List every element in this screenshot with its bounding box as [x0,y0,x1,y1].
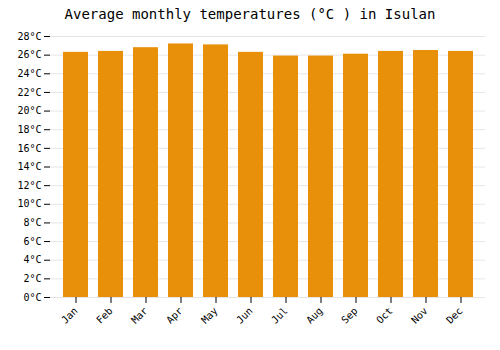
svg-text:Apr: Apr [164,305,185,326]
svg-text:4°C: 4°C [23,254,41,265]
svg-text:20°C: 20°C [17,105,41,116]
svg-text:Sep: Sep [339,305,360,326]
svg-text:Dec: Dec [444,305,465,326]
svg-text:18°C: 18°C [17,124,41,135]
svg-text:May: May [199,305,220,326]
svg-text:6°C: 6°C [23,236,41,247]
svg-text:14°C: 14°C [17,161,41,172]
svg-text:Jul: Jul [269,305,290,326]
svg-text:Mar: Mar [129,305,150,326]
svg-text:22°C: 22°C [17,87,41,98]
svg-text:Jun: Jun [234,305,255,326]
svg-text:12°C: 12°C [17,180,41,191]
svg-text:8°C: 8°C [23,217,41,228]
svg-text:Jan: Jan [59,305,80,326]
svg-text:28°C: 28°C [17,31,41,42]
svg-text:24°C: 24°C [17,68,41,79]
svg-text:16°C: 16°C [17,143,41,154]
svg-text:2°C: 2°C [23,273,41,284]
svg-text:Oct: Oct [374,305,395,326]
svg-text:10°C: 10°C [17,198,41,209]
svg-text:Aug: Aug [304,305,325,326]
svg-text:Feb: Feb [94,305,115,326]
html-text:Average monthly temperatures (: Average monthly temperatures (°C ) in Is… [64,6,436,22]
svg-text:0°C: 0°C [23,292,41,303]
svg-text:Nov: Nov [409,305,430,326]
svg-text:26°C: 26°C [17,49,41,60]
